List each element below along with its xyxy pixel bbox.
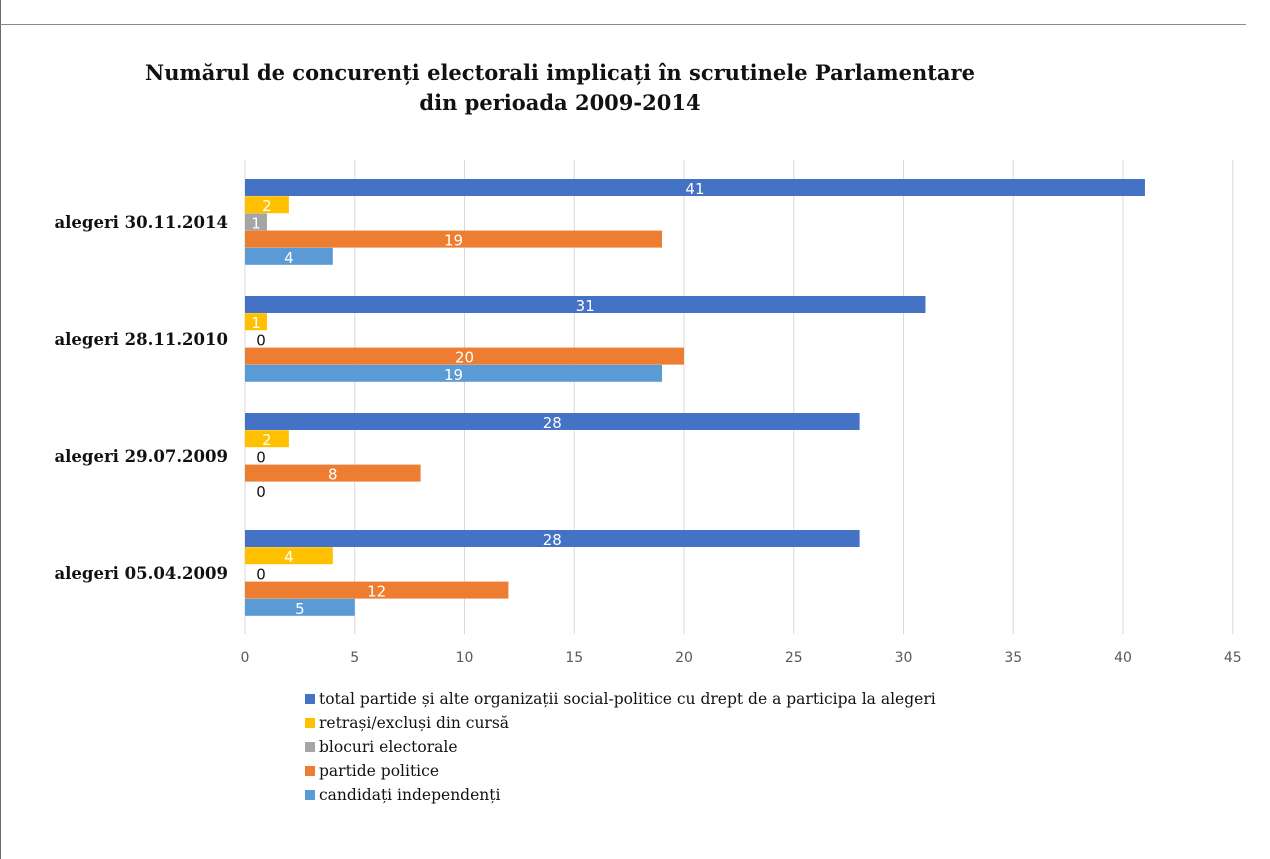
data-label: 28 [543,531,562,549]
legend-swatch [305,766,315,776]
bar [245,213,267,231]
bar [245,598,355,616]
legend-label: total partide și alte organizații social… [319,690,936,708]
data-label: 1 [251,314,261,332]
data-label: 1 [251,214,261,232]
legend-item: total partide și alte organizații social… [305,687,936,711]
data-label: 12 [367,583,386,601]
legend-label: blocuri electorale [319,738,458,756]
x-tick-label: 15 [565,650,583,666]
x-tick-label: 10 [456,650,474,666]
bar [245,296,926,313]
data-label: 2 [262,197,272,215]
category-label: alegeri 05.04.2009 [54,564,228,583]
legend-label: partide politice [319,762,439,780]
bar [245,430,289,448]
bar [245,179,1145,196]
legend-label: candidați independenți [319,786,501,804]
x-tick-label: 30 [895,650,913,666]
data-label: 19 [444,232,463,250]
data-label: 0 [256,448,266,466]
legend-label: retrași/excluși din cursă [319,714,510,732]
bar [245,247,333,265]
bar [245,530,860,547]
chart-title: Numărul de concurenți electorali implica… [60,58,1060,118]
x-tick-label: 45 [1224,650,1242,666]
category-label: alegeri 30.11.2014 [54,213,228,232]
data-label: 5 [295,600,305,618]
bar [245,413,860,430]
category-label: alegeri 28.11.2010 [54,330,228,349]
legend-item: candidați independenți [305,783,936,807]
data-label: 31 [576,297,595,315]
legend-item: blocuri electorale [305,735,936,759]
bar [245,347,684,365]
legend-item: retrași/excluși din cursă [305,711,936,735]
data-label: 8 [328,466,338,484]
chart-legend: total partide și alte organizații social… [305,687,936,807]
bar [245,547,333,565]
bar [245,581,509,599]
legend-item: partide politice [305,759,936,783]
category-label: alegeri 29.07.2009 [54,447,228,466]
data-label: 28 [543,414,562,432]
data-label: 2 [262,431,272,449]
bar [245,230,663,248]
chart-title-line-1: Numărul de concurenți electorali implica… [145,60,975,85]
bar [245,464,421,482]
bar [245,196,289,214]
bar [245,313,267,331]
data-label: 20 [455,349,474,367]
x-tick-label: 0 [241,650,250,666]
x-tick-label: 40 [1114,650,1132,666]
data-label: 0 [256,565,266,583]
x-tick-label: 20 [675,650,693,666]
frame-top-border [0,24,1246,25]
data-label: 0 [256,483,266,501]
x-tick-label: 5 [350,650,359,666]
x-tick-label: 35 [1004,650,1022,666]
bar [245,364,663,382]
data-label: 4 [284,249,294,267]
legend-swatch [305,694,315,704]
x-tick-label: 25 [785,650,803,666]
data-label: 19 [444,366,463,384]
chart-title-line-2: din perioada 2009-2014 [419,90,701,115]
data-label: 0 [256,331,266,349]
legend-swatch [305,718,315,728]
data-label: 41 [685,180,704,198]
legend-swatch [305,742,315,752]
data-label: 4 [284,548,294,566]
legend-swatch [305,790,315,800]
